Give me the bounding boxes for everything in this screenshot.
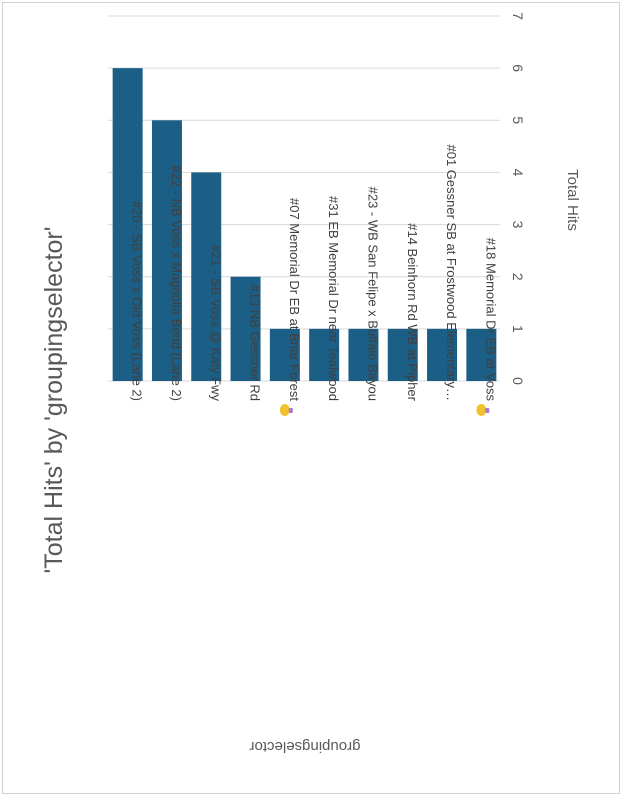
category-label: #31 EB Memorial Dr near Tealwood — [326, 196, 341, 401]
value-tick-label: 7 — [510, 12, 526, 20]
category-label: #22 - NB Voss x Magnolia Bend (Lane 2) — [169, 165, 184, 401]
value-tick-label: 6 — [510, 64, 526, 72]
category-label: #21 - SB Voss @ Katy Fwy — [208, 245, 223, 402]
value-tick-label: 0 — [510, 377, 526, 385]
value-tick-label: 2 — [510, 273, 526, 281]
bar — [427, 328, 458, 381]
value-axis-ticks: 0 1 2 3 4 5 6 7 — [510, 12, 526, 385]
bar — [269, 328, 300, 381]
bar — [466, 328, 497, 381]
lightbulb-icon — [279, 404, 293, 416]
bar — [387, 328, 418, 381]
lightbulb-icon — [476, 404, 490, 416]
chart-title: 'Total Hits' by 'groupingselector' — [40, 226, 68, 573]
bar — [191, 172, 222, 381]
category-label: #14 Beinhorn Rd WB at Pipher — [405, 223, 420, 401]
category-label: #23 - WB San Felipe x Buffalo Bayou — [365, 187, 380, 401]
category-label: #18 Memorial Dr EB at Voss — [483, 238, 498, 402]
value-tick-label: 5 — [510, 116, 526, 124]
category-axis-labels: #20 - SB Voss x Old Voss (Lane 2) #22 - N… — [130, 144, 499, 401]
value-axis-title: Total Hits — [564, 169, 581, 231]
bar — [112, 68, 143, 382]
value-tick-label: 4 — [510, 169, 526, 177]
category-label: #07 Memorial Dr EB at Briar Forest — [287, 198, 302, 401]
category-axis-title: groupingselector — [250, 738, 361, 755]
bar — [348, 328, 379, 381]
bulb-markers — [279, 404, 490, 416]
category-label: #01 Gessner SB at Frostwood Elementary… — [444, 144, 459, 401]
category-label: #13 NB Gessner Rd — [248, 285, 263, 401]
value-tick-label: 1 — [510, 325, 526, 333]
bar — [230, 276, 261, 381]
value-tick-label: 3 — [510, 221, 526, 229]
bar — [309, 328, 340, 381]
bars — [112, 68, 497, 382]
bar — [151, 120, 182, 382]
category-label: #20 - SB Voss x Old Voss (Lane 2) — [130, 201, 145, 401]
